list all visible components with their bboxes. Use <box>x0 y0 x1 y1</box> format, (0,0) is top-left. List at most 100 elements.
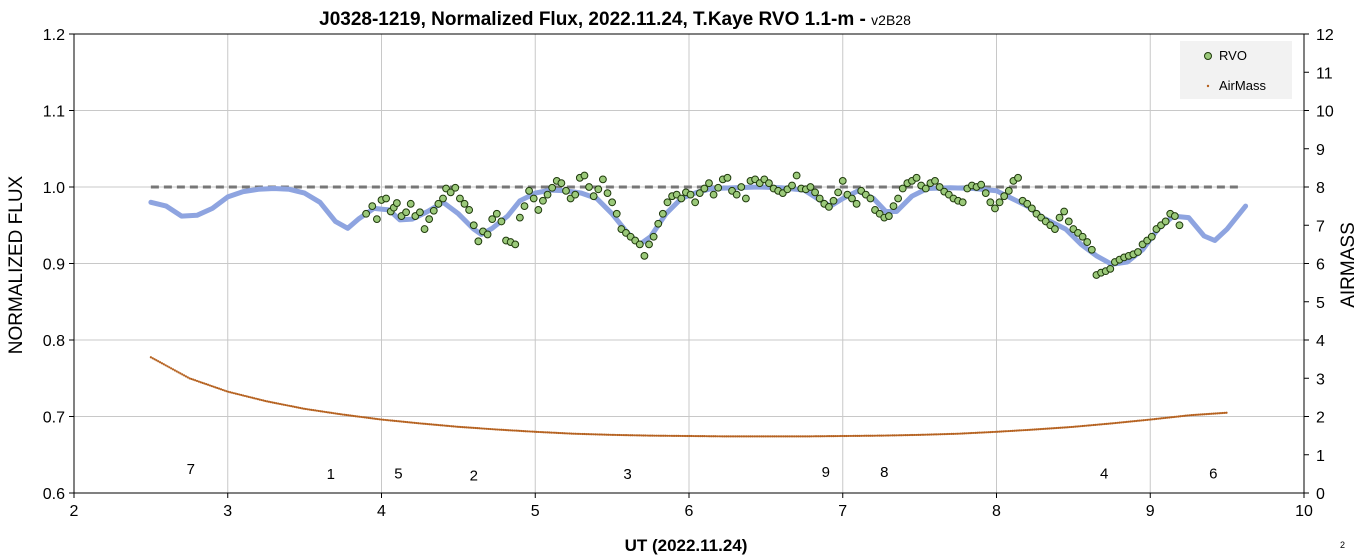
airmass-point <box>343 413 346 416</box>
rvo-point <box>469 221 478 230</box>
airmass-point <box>793 435 796 438</box>
airmass-point <box>186 376 189 379</box>
airmass-point <box>491 428 494 431</box>
airmass-point <box>819 435 822 438</box>
airmass-point <box>537 430 540 434</box>
rvo-point <box>1051 225 1059 233</box>
airmass-point <box>1081 424 1084 428</box>
y2-tick-label: 0 <box>1316 486 1325 503</box>
airmass-point <box>542 431 545 434</box>
airmass-point <box>1223 411 1226 414</box>
airmass-point <box>913 433 916 437</box>
x-tick-label: 10 <box>1295 503 1313 520</box>
airmass-point <box>716 435 719 438</box>
airmass-point <box>472 426 475 429</box>
airmass-point <box>424 422 427 426</box>
airmass-point <box>590 433 593 436</box>
airmass-point <box>374 417 378 420</box>
airmass-point <box>710 435 713 438</box>
airmass-point <box>823 435 826 438</box>
x-tick-label: 3 <box>223 503 232 520</box>
airmass-point <box>262 399 265 402</box>
rvo-point <box>1078 232 1087 241</box>
airmass-point <box>592 433 595 436</box>
airmass-point <box>426 422 429 426</box>
airmass-point <box>218 387 221 390</box>
airmass-point <box>843 434 846 438</box>
rvo-point <box>402 208 411 217</box>
airmass-point <box>258 398 261 401</box>
rvo-point <box>368 202 377 211</box>
airmass-point <box>1158 417 1162 420</box>
airmass-point <box>681 434 684 438</box>
airmass-point <box>1195 413 1199 416</box>
airmass-point <box>594 433 597 436</box>
airmass-point <box>928 433 931 436</box>
airmass-point <box>520 429 523 433</box>
airmass-point <box>992 430 996 434</box>
airmass-point <box>345 413 348 417</box>
airmass-point <box>1114 421 1117 425</box>
legend-airmass-marker <box>1206 84 1210 88</box>
airmass-point <box>254 397 258 400</box>
rvo-point <box>488 215 497 224</box>
airmass-point <box>1164 416 1167 419</box>
airmass-point <box>280 403 283 406</box>
airmass-point <box>1004 430 1007 433</box>
airmass-point <box>788 435 791 438</box>
rvo-point <box>649 232 658 241</box>
airmass-point <box>230 391 234 394</box>
airmass-point <box>354 415 357 418</box>
airmass-point <box>884 434 887 437</box>
airmass-point <box>815 435 819 438</box>
airmass-point <box>1219 412 1223 415</box>
rvo-point <box>603 189 612 198</box>
airmass-point <box>1031 428 1034 431</box>
airmass-point <box>688 434 691 438</box>
airmass-point <box>494 428 497 431</box>
airmass-point <box>155 359 158 362</box>
y2-tick-label: 5 <box>1316 295 1325 312</box>
rvo-point <box>658 209 667 218</box>
airmass-point <box>801 435 804 438</box>
airmass-point <box>1205 413 1208 416</box>
airmass-point <box>730 435 734 438</box>
airmass-point <box>882 434 885 437</box>
airmass-point <box>516 429 520 432</box>
airmass-point <box>664 434 667 437</box>
airmass-point <box>334 412 337 415</box>
y-tick-label: 1.1 <box>43 104 65 121</box>
airmass-point <box>1179 415 1182 418</box>
airmass-point <box>699 435 702 438</box>
airmass-point <box>725 435 728 438</box>
airmass-point <box>164 364 167 367</box>
airmass-point <box>1151 418 1154 421</box>
airmass-point <box>858 434 861 437</box>
airmass-point <box>937 433 940 436</box>
airmass-point <box>611 433 614 436</box>
airmass-point <box>723 435 726 438</box>
rvo-point <box>889 202 898 211</box>
airmass-point <box>633 434 636 437</box>
airmass-point <box>210 384 213 388</box>
airmass-point <box>563 432 566 435</box>
airmass-point <box>289 405 293 408</box>
y2-tick-label: 4 <box>1316 333 1325 350</box>
airmass-point <box>906 434 909 437</box>
airmass-point <box>308 408 311 411</box>
airmass-point <box>1153 417 1156 421</box>
airmass-point <box>991 430 994 434</box>
airmass-point <box>668 434 671 437</box>
airmass-point <box>561 432 564 435</box>
airmass-point <box>448 424 451 428</box>
airmass-point <box>1188 414 1191 417</box>
airmass-point <box>1048 427 1051 430</box>
airmass-point <box>780 435 783 438</box>
airmass-point <box>330 411 333 414</box>
airmass-point <box>1146 418 1149 421</box>
airmass-point <box>778 435 782 438</box>
airmass-point <box>568 432 571 435</box>
airmass-point <box>736 435 739 438</box>
airmass-point <box>806 435 809 438</box>
airmass-point <box>369 417 372 420</box>
